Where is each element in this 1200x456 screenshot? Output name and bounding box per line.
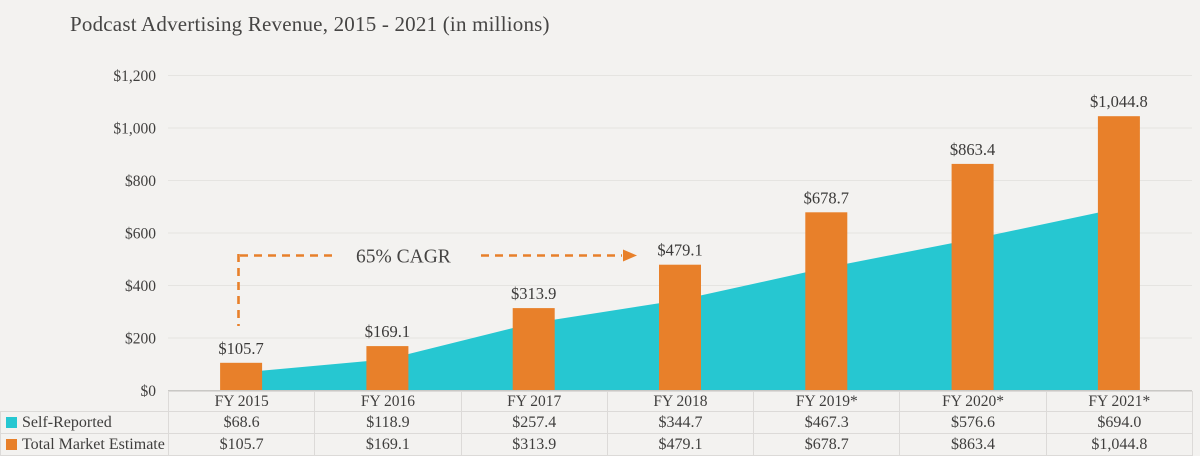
table-value-cell: $576.6 [899,411,1047,434]
bar-fy-2020- [951,163,994,391]
y-axis-tick-label: $600 [125,226,156,243]
table-value-cell: $863.4 [899,433,1047,456]
bar-value-label: $863.4 [950,140,995,159]
table-value-cell: $118.9 [314,411,462,434]
bar-fy-2021- [1097,116,1140,391]
legend-row-label: Self-Reported [0,411,169,434]
table-corner-cell [0,391,169,412]
table-value-cell: $694.0 [1045,411,1193,434]
bar-fy-2015 [220,362,263,391]
bar-value-label: $678.7 [804,188,849,207]
table-value-cell: $313.9 [460,433,608,456]
y-axis-tick-label: $1,000 [113,121,156,138]
table-value-cell: $169.1 [314,433,462,456]
legend-label-text: Total Market Estimate [22,435,165,453]
y-axis-tick-label: $200 [125,331,156,348]
table-value-cell: $1,044.8 [1045,433,1193,456]
table-value-cell: $678.7 [753,433,901,456]
table-body: Self-Reported $68.6 $118.9 $257.4 $344.7 $467… [0,411,1193,456]
bar-value-label: $169.1 [365,322,410,341]
x-axis-label: FY 2017 [460,391,608,412]
table-value-cell: $105.7 [167,433,316,456]
x-axis-label: FY 2019* [753,391,901,412]
bar-fy-2019- [805,212,848,391]
table-value-cell: $68.6 [167,411,316,434]
x-axis-label: FY 2020* [899,391,1047,412]
bar-value-label: $479.1 [657,241,702,260]
table-value-cell: $344.7 [606,411,755,434]
x-axis-label: FY 2021* [1045,391,1193,412]
bar-fy-2018 [659,264,701,391]
revenue-chart: $1,200$1,000$800$600$400$200$0$105.7$169… [113,68,1192,400]
chart-title: Podcast Advertising Revenue, 2015 - 2021… [70,12,550,36]
data-table: FY 2015 FY 2016 FY 2017 FY 2018 FY 2019* FY 2… [0,391,1193,456]
table-value-cell: $257.4 [460,411,608,434]
bar-fy-2017 [512,308,555,391]
x-axis-label: FY 2016 [314,391,462,412]
legend-swatch-icon [6,438,17,450]
x-axis-label: FY 2018 [606,391,755,412]
table-row: Total Market Estimate $105.7 $169.1 $313.9 $… [0,433,1193,456]
y-axis-tick-label: $400 [125,278,156,295]
cagr-arrowhead-icon [623,249,637,262]
self-reported-area [241,208,1119,391]
bar-value-label: $105.7 [218,339,263,358]
cagr-annotation-text: 65% CAGR [356,247,451,268]
x-axis-label-row: FY 2015 FY 2016 FY 2017 FY 2018 FY 2019* FY 2… [0,391,1193,412]
table-value-cell: $467.3 [753,411,901,434]
table-value-cell: $479.1 [606,433,755,456]
legend-label-text: Self-Reported [22,413,112,431]
x-axis-label: FY 2015 [167,391,316,412]
y-axis-tick-label: $800 [125,173,156,190]
bar-fy-2016 [366,346,409,391]
legend-swatch-icon [6,416,17,428]
y-axis-tick-label: $1,200 [113,68,156,85]
bar-value-label: $1,044.8 [1090,92,1148,111]
bar-value-label: $313.9 [511,284,556,303]
legend-row-label: Total Market Estimate [0,433,169,456]
table-row: Self-Reported $68.6 $118.9 $257.4 $344.7 $467… [0,411,1193,434]
